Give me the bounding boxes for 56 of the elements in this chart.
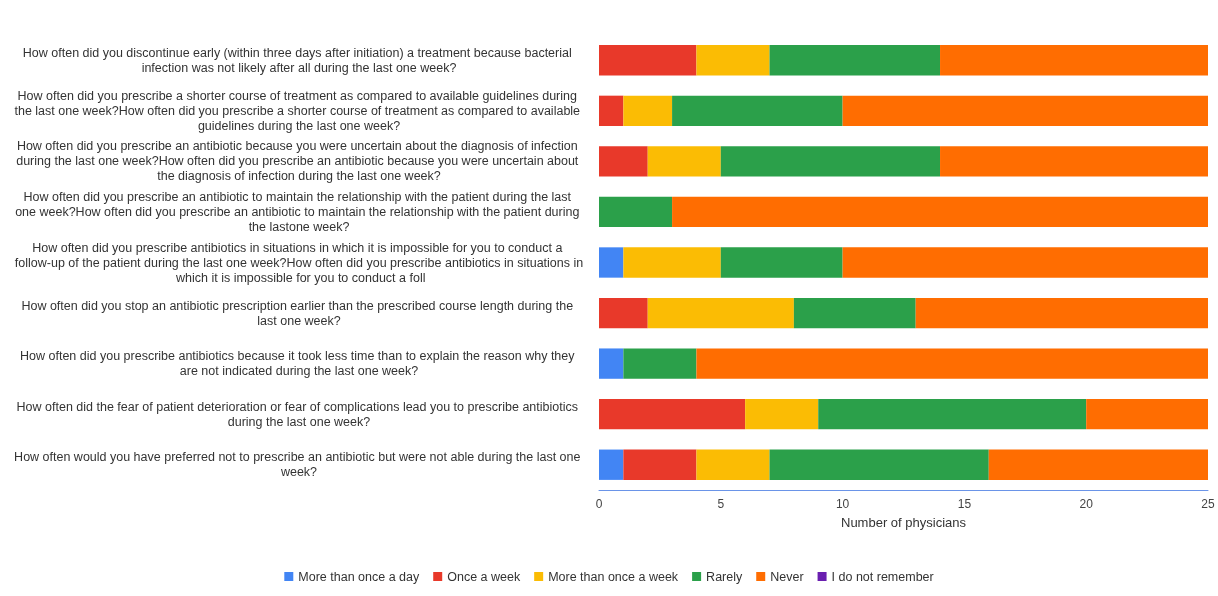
bar xyxy=(599,297,648,329)
bar xyxy=(769,45,941,76)
bar xyxy=(623,449,697,480)
x-tick-label: 5 xyxy=(717,497,725,511)
bar xyxy=(599,95,624,126)
x-tick-label: 20 xyxy=(1079,497,1094,511)
x-tick-label: 0 xyxy=(595,497,603,511)
bar xyxy=(696,45,770,76)
x-tick-label: 25 xyxy=(1201,497,1215,511)
bar xyxy=(988,449,1208,480)
legend-label: More than once a week xyxy=(548,569,679,584)
bar xyxy=(940,146,1208,177)
bar xyxy=(647,297,794,329)
bar xyxy=(842,95,1208,126)
bar xyxy=(793,297,916,329)
bar xyxy=(745,399,819,430)
bar xyxy=(599,348,624,379)
y-tick-label: How often did you prescribe an antibiotic to maintain the relationship with the patient during the last one week?How often did you prescribe an antibiotic to maintain the relationship with the patient during the lastone week? xyxy=(15,189,583,234)
y-tick-label: How often did you stop an antibiotic prescription earlier than the prescribed course length during the last one week? xyxy=(21,298,577,328)
bar xyxy=(842,247,1208,278)
y-tick-label: How often did you discontinue early (within three days after initiation) a treatment because bacterial infection was not likely after all during the last one week? xyxy=(22,45,576,75)
bar xyxy=(599,247,624,278)
bar xyxy=(1086,399,1208,430)
y-tick-label: How often did you prescribe an antibiotic because you were uncertain about the diagnosis of infection during the last one week?How often did you prescribe an antibiotic because you were uncertain about the diagnosis of infection during the last one week? xyxy=(16,139,582,184)
bar xyxy=(599,196,673,228)
bar xyxy=(720,146,941,177)
legend-label: I do not remember xyxy=(831,569,934,584)
bar xyxy=(599,449,624,480)
y-tick-label: How often did you prescribe antibiotics in situations in which it is impossible for you to conduct a follow-up of the patient during the last one week?How often did you prescribe antibiotics in situations in which it is impossible for you to conduct a foll xyxy=(14,240,584,285)
bar xyxy=(696,449,770,480)
y-tick-label: How often did you prescribe a shorter course of treatment as compared to available guidelines during the last one week?How often did you prescribe a shorter course of treatment as compared to available guidelines during the last one week? xyxy=(14,88,584,133)
bar xyxy=(769,449,989,480)
bar xyxy=(647,146,721,177)
bar xyxy=(672,95,843,126)
y-tick-label: How often did you prescribe antibiotics because it took less time than to explain the reason why they are not indicated during the last one week? xyxy=(20,349,578,379)
x-tick-label: 15 xyxy=(957,497,972,511)
bar xyxy=(599,399,746,430)
legend-label: Once a week xyxy=(447,569,521,584)
bar xyxy=(623,247,721,278)
bar xyxy=(696,348,1208,379)
legend-label: More than once a day xyxy=(298,569,420,584)
bar xyxy=(599,146,648,177)
bar xyxy=(818,399,1087,430)
x-tick-label: 10 xyxy=(835,497,850,511)
bar xyxy=(672,196,1208,228)
y-tick-label: How often did the fear of patient deterioration or fear of complications lead you to prescribe antibiotics during the last one week? xyxy=(16,399,582,429)
y-tick-label: How often would you have preferred not to prescribe an antibiotic but were not able during the last one week? xyxy=(14,450,584,480)
bar xyxy=(720,247,843,278)
bar xyxy=(940,45,1208,76)
legend-label: Never xyxy=(770,569,804,584)
legend-label: Rarely xyxy=(706,569,743,584)
bar xyxy=(915,297,1208,329)
x-axis-title: Number of physicians xyxy=(841,515,967,530)
bar xyxy=(623,348,697,379)
bar xyxy=(599,45,697,76)
bar xyxy=(623,95,673,126)
